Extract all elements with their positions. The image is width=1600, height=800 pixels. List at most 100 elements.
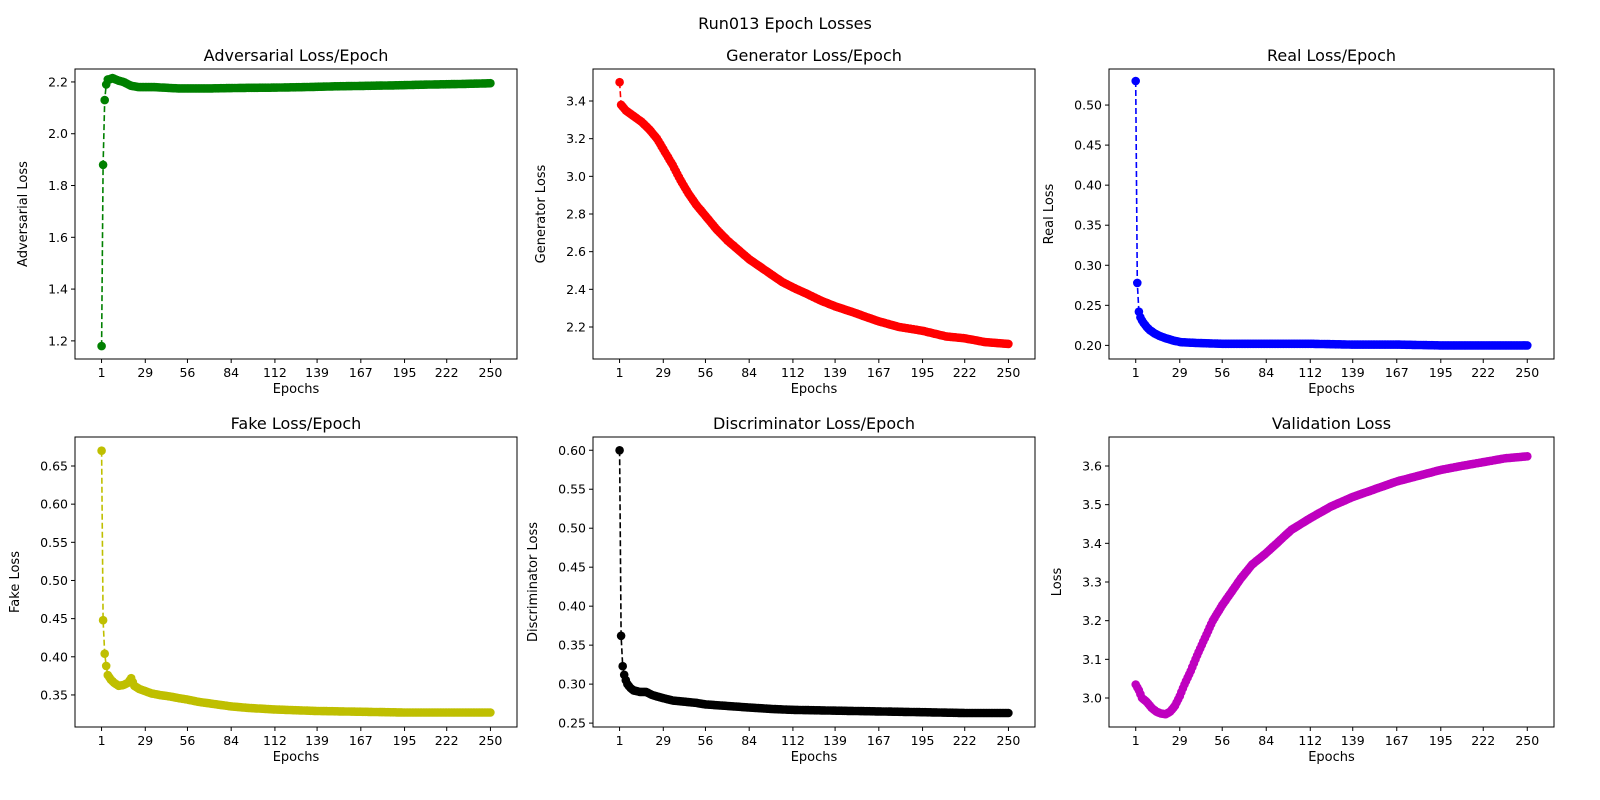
data-point [1004,339,1013,349]
data-point [615,446,624,455]
x-tick-label: 1 [1132,733,1140,748]
y-tick-label: 2.8 [566,207,586,222]
x-tick-label: 195 [1429,733,1453,748]
y-tick-label: 0.30 [1074,258,1102,273]
y-tick-label: 0.35 [40,687,68,702]
plot-area [1131,76,1532,350]
x-tick-label: 222 [953,733,977,748]
x-tick-label: 112 [263,365,287,380]
data-point [97,446,106,456]
y-tick-label: 3.5 [1082,497,1102,512]
axes-frame [592,436,1036,728]
x-axis-label: Epochs [791,382,838,397]
x-tick-label: 167 [867,733,891,748]
axes-frame [74,436,518,728]
figure-title: Run013 Epoch Losses [698,14,872,33]
y-tick-label: 3.2 [1082,613,1102,628]
subplot-6: 1 29 56 84 112 139 167 195 222 250 3.0 3.1 3.2 3.3 3.4… [1050,414,1555,765]
x-axis-label: Epochs [273,382,320,397]
y-tick-label: 0.40 [1074,178,1102,193]
x-tick-label: 222 [953,365,977,380]
x-tick-label: 222 [1471,365,1495,380]
x-tick-label: 250 [479,733,503,748]
y-tick-label: 0.35 [558,638,586,653]
x-tick-label: 29 [655,733,671,748]
x-tick-label: 139 [1341,733,1365,748]
subplot-4: 1 29 56 84 112 139 167 195 222 250 0.35 0.40 0.45 0.5… [8,414,518,765]
y-tick-label: 2.0 [48,126,68,141]
plot-area [615,77,1013,349]
x-tick-label: 56 [179,733,195,748]
x-tick-label: 195 [1429,365,1453,380]
x-tick-label: 112 [781,365,805,380]
x-tick-label: 84 [1258,365,1274,380]
x-axis-label: Epochs [791,750,838,765]
data-point [1004,708,1013,718]
data-point [1133,278,1142,288]
y-tick-label: 2.2 [48,74,68,89]
y-tick-label: 0.60 [40,497,68,512]
y-tick-label: 0.55 [558,482,586,497]
subplot-1: 1 29 56 84 112 139 167 195 222 250 1.2 1.4 1.6 1.8 2.0… [16,46,518,397]
plot-area [1131,452,1532,719]
charts-grid: 1 29 56 84 112 139 167 195 222 250 1.2 1.4 1.6 1.8 2.0… [8,46,1555,765]
y-tick-label: 2.6 [566,244,586,259]
plot-area [97,446,495,717]
data-point [486,78,495,88]
x-tick-label: 139 [823,365,847,380]
y-axis-label: Generator Loss [534,164,549,263]
x-tick-label: 84 [1258,733,1274,748]
x-tick-label: 84 [223,365,239,380]
data-point [101,661,111,671]
y-axis-label: Adversarial Loss [16,161,31,267]
data-point [1131,76,1140,86]
y-tick-label: 0.20 [1074,338,1102,353]
x-tick-label: 222 [435,365,459,380]
y-tick-label: 0.40 [40,649,68,664]
x-tick-label: 222 [435,733,459,748]
subplot-title: Discriminator Loss/Epoch [713,414,915,433]
y-axis-label: Fake Loss [8,551,23,613]
subplot-title: Adversarial Loss/Epoch [204,46,389,65]
data-point [97,341,106,351]
data-point [98,615,108,625]
x-tick-label: 29 [1172,733,1188,748]
y-tick-label: 1.6 [48,230,68,245]
x-tick-label: 1 [98,365,106,380]
axes-frame [74,68,518,360]
x-tick-label: 195 [911,365,935,380]
y-tick-label: 0.65 [40,459,68,474]
y-tick-label: 0.45 [558,560,586,575]
y-tick-label: 0.30 [558,677,586,692]
x-tick-label: 29 [137,365,153,380]
y-tick-label: 0.50 [558,521,586,536]
y-tick-label: 1.4 [48,282,68,297]
y-axis-label: Discriminator Loss [526,522,541,642]
y-tick-label: 0.25 [1074,298,1102,313]
y-tick-label: 0.35 [1074,218,1102,233]
x-tick-label: 195 [393,733,417,748]
x-tick-label: 250 [1515,365,1539,380]
data-point [1523,452,1532,461]
data-point [100,649,109,658]
x-tick-label: 195 [393,365,417,380]
x-tick-label: 167 [867,365,891,380]
subplot-title: Validation Loss [1272,414,1391,433]
x-tick-label: 56 [1214,733,1230,748]
subplot-title: Fake Loss/Epoch [231,414,362,433]
x-tick-label: 250 [997,365,1021,380]
x-tick-label: 167 [1385,733,1409,748]
subplot-title: Real Loss/Epoch [1267,46,1396,65]
x-axis-label: Epochs [273,750,320,765]
data-point [615,77,624,87]
x-tick-label: 250 [997,733,1021,748]
y-tick-label: 3.3 [1082,575,1102,590]
x-tick-label: 56 [1214,365,1230,380]
y-tick-label: 0.45 [40,611,68,626]
x-tick-label: 29 [655,365,671,380]
x-tick-label: 56 [697,733,713,748]
x-tick-label: 1 [616,365,624,380]
data-point [100,95,109,105]
y-tick-label: 0.60 [558,443,586,458]
